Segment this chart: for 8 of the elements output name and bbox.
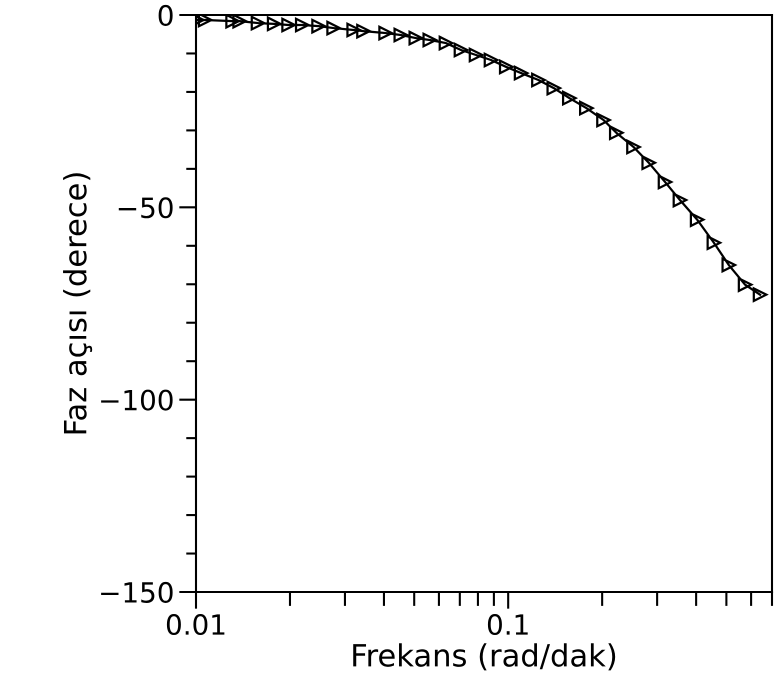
x-tick-label: 0.01 <box>166 614 224 636</box>
y-tick-label: 0 <box>158 4 173 26</box>
y-tick-label: −100 <box>101 390 173 411</box>
x-tick-label: 0.1 <box>488 614 528 636</box>
y-tick-label: −150 <box>101 582 173 603</box>
y-axis-title: Faz açısı (derece) <box>63 173 92 434</box>
x-axis-title: Frekans (rad/dak) <box>353 643 616 670</box>
y-tick-label: −50 <box>118 197 173 218</box>
